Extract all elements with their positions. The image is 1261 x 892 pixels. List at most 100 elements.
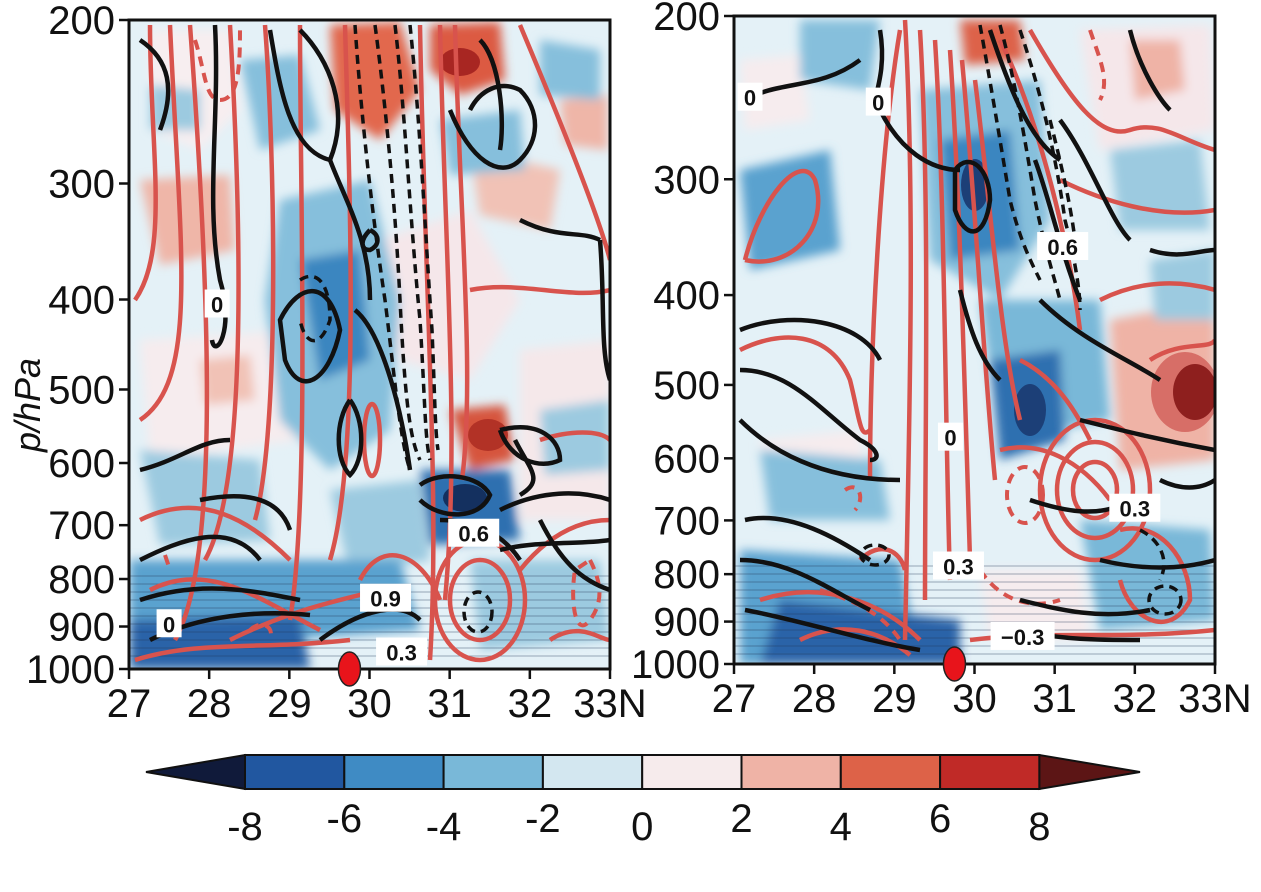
contour-label: 0.6 xyxy=(458,522,489,547)
shade-core xyxy=(443,484,487,512)
x-tick-label: 28 xyxy=(187,682,232,726)
contour-label: 0 xyxy=(211,293,223,318)
colorbar-tick-label: 4 xyxy=(830,805,852,849)
y-tick-label: 800 xyxy=(653,553,720,597)
colorbar-under-triangle xyxy=(145,753,246,791)
y-tick-label: 1000 xyxy=(631,643,720,687)
panel-left-marker xyxy=(337,651,362,687)
shade-patch xyxy=(1130,40,1185,100)
contour-label: 0.3 xyxy=(1120,497,1151,522)
panel-left-ticks: 27 28 29 30 31 32 33N 200 300 400 500 600 700 8009001… xyxy=(26,0,647,726)
contour-label-box xyxy=(865,87,891,116)
colorbar-tick-label: -4 xyxy=(426,805,462,849)
contour-label: 0.3 xyxy=(943,555,974,580)
y-tick-label: 800 xyxy=(48,558,115,602)
y-tick-label: 700 xyxy=(653,499,720,543)
contour-label: 0.3 xyxy=(386,641,417,666)
colorbar-segment xyxy=(541,754,644,790)
y-tick-label: 1000 xyxy=(26,648,115,692)
contour-label-box xyxy=(376,637,428,666)
colorbar-segment xyxy=(839,754,942,790)
colorbar-segment xyxy=(343,754,445,790)
x-tick-label: 32 xyxy=(508,682,553,726)
shade-patch xyxy=(760,450,890,520)
red-dashed-contours xyxy=(163,24,602,641)
location-marker xyxy=(337,651,362,687)
shade-patch xyxy=(540,40,600,100)
black-dashed-contours xyxy=(298,24,494,634)
panel-right: 0 0 0.6 0.3 0.3 0 −0.3 27 28 29 30 31 32 33N 200 300 40… xyxy=(631,0,1252,721)
shade-patch xyxy=(330,22,420,140)
x-tick-label: 31 xyxy=(1032,677,1077,721)
red-dashed-contours xyxy=(819,29,1107,642)
x-tick-label: 29 xyxy=(267,682,312,726)
y-tick-label: 500 xyxy=(48,368,115,412)
colorbar-tick-label: -8 xyxy=(227,805,263,849)
contour-label: 0 xyxy=(872,91,884,116)
x-tick-label: 29 xyxy=(872,677,917,721)
x-tick-label: 33N xyxy=(573,682,646,726)
colorbar-tick-label: 8 xyxy=(1028,805,1050,849)
colorbar: -8 -6 -4 -2 0 2 4 6 8 xyxy=(145,753,1141,849)
contour-label-box xyxy=(1109,493,1161,522)
x-tick-label: 32 xyxy=(1113,677,1158,721)
x-tick-label: 28 xyxy=(792,677,837,721)
colorbar-segment xyxy=(939,754,1041,790)
location-marker xyxy=(942,646,967,682)
colorbar-tick-label: -2 xyxy=(525,797,561,841)
shade-core xyxy=(1151,352,1215,432)
colorbar-segment xyxy=(442,754,544,790)
contour-label-box xyxy=(1037,232,1089,261)
y-tick-label: 900 xyxy=(48,606,115,650)
y-tick-label: 200 xyxy=(653,0,720,39)
shade-patch xyxy=(330,480,430,575)
colorbar-segment xyxy=(740,754,842,790)
shade-core xyxy=(1014,384,1046,436)
panel-right-field xyxy=(734,16,1215,664)
colorbar-segment xyxy=(641,754,743,790)
contour-label-box xyxy=(737,82,763,111)
y-tick-label: 300 xyxy=(48,163,115,207)
contour-label-box xyxy=(156,609,182,638)
colorbar-tick-label: 0 xyxy=(631,805,653,849)
contour-label-box xyxy=(448,518,500,547)
black-dashed-contours xyxy=(859,24,1183,616)
x-tick-label: 30 xyxy=(952,677,997,721)
contour-label: −0.3 xyxy=(1001,625,1044,650)
x-tick-label: 27 xyxy=(107,682,152,726)
colorbar-tick-label: 2 xyxy=(730,797,752,841)
panel-right-marker xyxy=(942,646,967,682)
y-axis-label: p/hPa xyxy=(7,358,48,453)
colorbar-tick-label: -6 xyxy=(327,797,363,841)
colorbar-tick-label: 6 xyxy=(929,797,951,841)
panel-left-contour-labels: 0 0 0.6 0.9 0.3 xyxy=(156,289,500,666)
panel-right-ticks: 27 28 29 30 31 32 33N 200 300 400 500 600 700 8009001… xyxy=(631,0,1252,721)
shade-patch xyxy=(740,55,810,130)
panel-left: 0 0 0.6 0.9 0.3 27 28 29 30 31 32 33N 200 300 400 500 6… xyxy=(26,0,647,726)
shade-patch xyxy=(1110,140,1210,230)
x-tick-label: 33N xyxy=(1178,677,1251,721)
shade-patch xyxy=(560,95,608,150)
x-tick-label: 31 xyxy=(427,682,472,726)
shade-core xyxy=(468,419,508,451)
x-tick-label: 30 xyxy=(347,682,392,726)
y-tick-label: 700 xyxy=(48,504,115,548)
panel-right-contour-labels: 0 0 0.6 0.3 0.3 0 −0.3 xyxy=(737,82,1161,650)
shade-patch xyxy=(200,355,255,405)
panel-left-field xyxy=(129,20,610,669)
contour-label-box xyxy=(360,583,412,612)
colorbar-segment xyxy=(244,754,346,790)
y-tick-label: 400 xyxy=(653,274,720,318)
shade-patch xyxy=(540,400,610,475)
shade-core xyxy=(440,48,480,76)
x-tick-label: 27 xyxy=(712,677,757,721)
contour-label-box xyxy=(932,551,984,580)
y-tick-label: 500 xyxy=(653,364,720,408)
y-tick-label: 600 xyxy=(48,442,115,486)
contour-label-box xyxy=(204,289,230,318)
red-contours xyxy=(133,24,610,663)
contour-label: 0.9 xyxy=(370,587,401,612)
contour-label-box xyxy=(990,621,1055,650)
y-tick-label: 300 xyxy=(653,158,720,202)
